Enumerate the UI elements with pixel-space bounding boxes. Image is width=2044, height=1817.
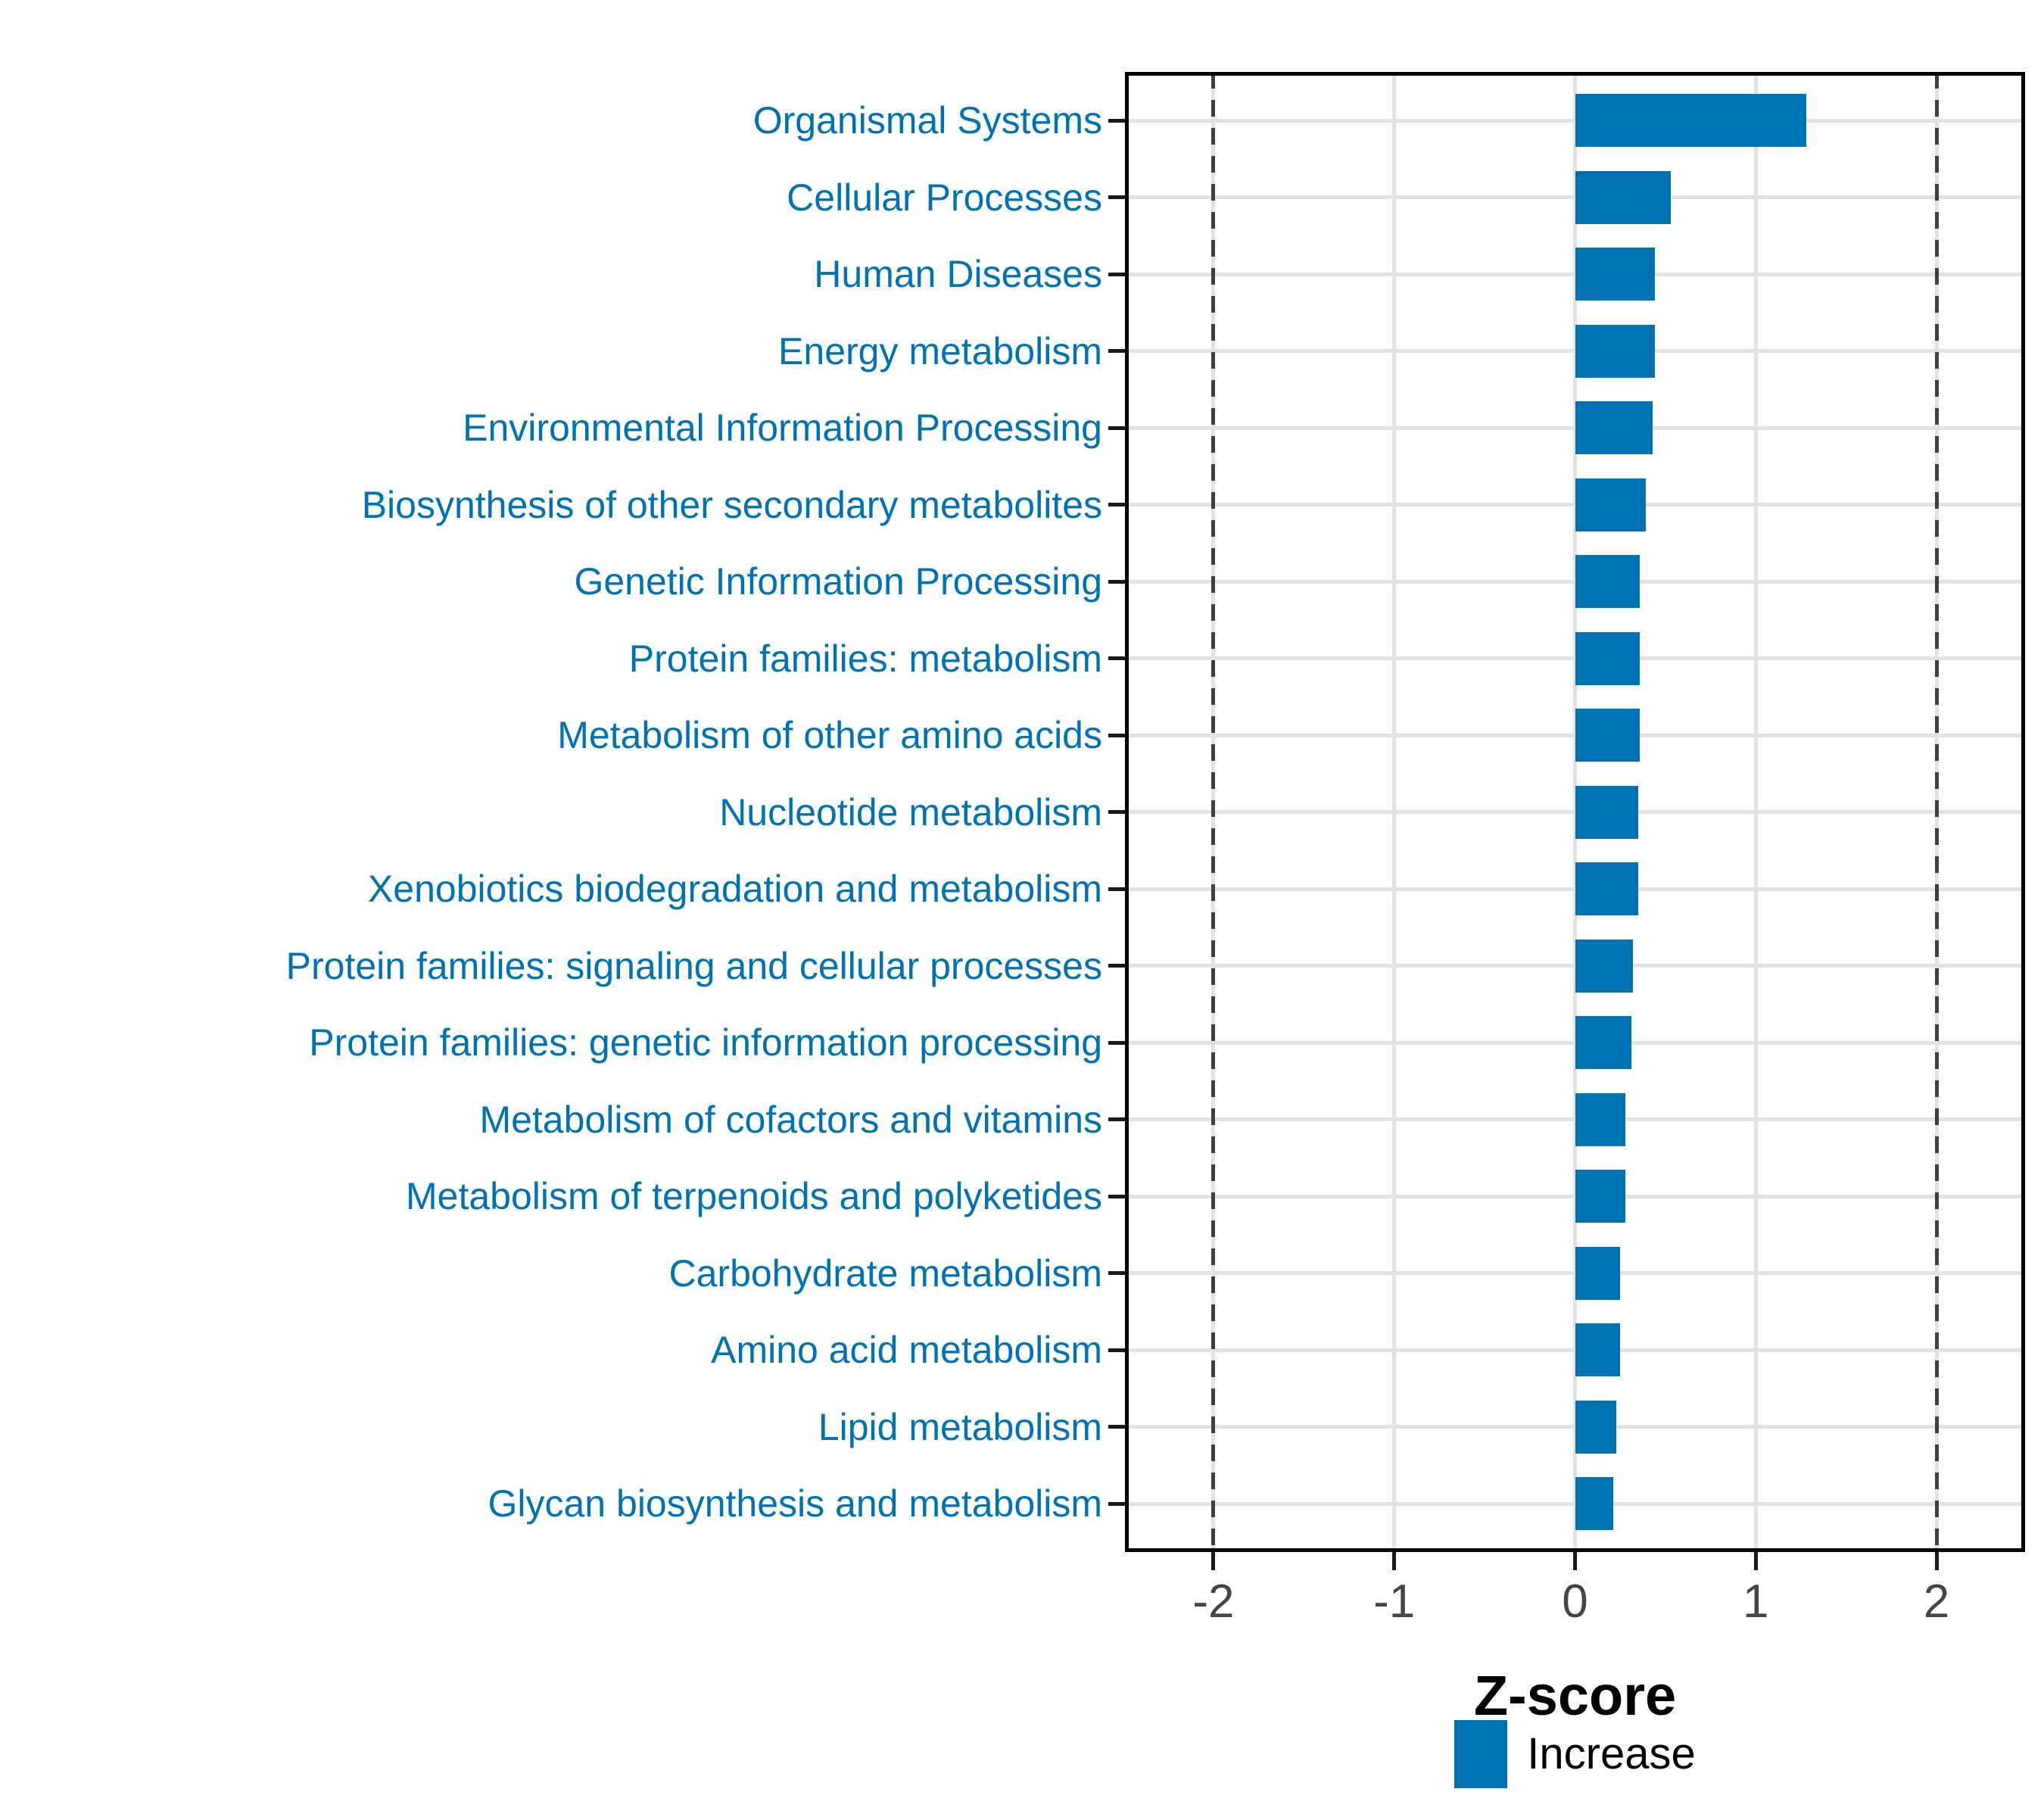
y-axis-tick xyxy=(1108,887,1125,891)
vertical-gridline xyxy=(1753,72,1758,1552)
y-axis-label: Environmental Information Processing xyxy=(463,407,1102,449)
y-axis-tick xyxy=(1108,733,1125,737)
y-axis-label: Nucleotide metabolism xyxy=(719,790,1102,834)
y-axis-tick xyxy=(1108,1425,1125,1429)
y-axis-label: Biosynthesis of other secondary metaboli… xyxy=(361,483,1102,526)
y-axis-label: Metabolism of other amino acids xyxy=(557,714,1102,756)
y-axis-tick xyxy=(1108,1117,1125,1121)
x-axis-tick xyxy=(1753,1552,1758,1570)
bar xyxy=(1575,1477,1613,1530)
bar xyxy=(1575,1170,1626,1223)
x-axis-tick-label: 2 xyxy=(1923,1575,1950,1628)
x-axis-tick-label: 1 xyxy=(1743,1575,1769,1628)
bar xyxy=(1575,478,1646,531)
legend-swatch-increase xyxy=(1454,1720,1508,1788)
y-axis-label: Metabolism of terpenoids and polyketides xyxy=(406,1175,1102,1217)
y-axis-label: Metabolism of cofactors and vitamins xyxy=(479,1098,1102,1141)
bar xyxy=(1575,555,1640,608)
legend-label-increase: Increase xyxy=(1527,1729,1696,1778)
vertical-gridline xyxy=(1392,72,1397,1552)
bar xyxy=(1575,631,1640,685)
bar xyxy=(1575,862,1639,915)
bar xyxy=(1575,939,1633,993)
y-axis-label: Genetic Information Processing xyxy=(574,560,1102,603)
y-axis-label: Xenobiotics biodegradation and metabolis… xyxy=(367,868,1102,910)
y-axis-tick xyxy=(1108,503,1125,506)
x-axis-tick-label: -2 xyxy=(1192,1575,1235,1628)
bar xyxy=(1575,1016,1631,1069)
bar xyxy=(1575,1323,1621,1376)
y-axis-tick xyxy=(1108,1348,1125,1352)
y-axis-label: Glycan biosynthesis and metabolism xyxy=(488,1482,1103,1525)
bar xyxy=(1575,1400,1617,1454)
bar xyxy=(1575,248,1655,301)
y-axis-tick xyxy=(1108,1271,1125,1275)
y-axis-label: Protein families: genetic information pr… xyxy=(309,1021,1102,1064)
y-axis-tick xyxy=(1108,1194,1125,1198)
y-axis-label: Human Diseases xyxy=(814,253,1102,295)
legend: Increase xyxy=(1125,1720,2025,1788)
bar xyxy=(1575,170,1672,224)
x-axis-tick xyxy=(1934,1552,1939,1570)
y-axis-tick xyxy=(1108,1040,1125,1045)
bar xyxy=(1575,709,1640,762)
y-axis-tick xyxy=(1108,1501,1125,1506)
y-axis-label: Lipid metabolism xyxy=(818,1405,1102,1448)
y-axis-tick xyxy=(1108,195,1125,199)
y-axis-tick xyxy=(1108,272,1125,276)
x-axis-tick-label: -1 xyxy=(1373,1575,1416,1628)
y-axis-label: Energy metabolism xyxy=(778,329,1102,372)
y-axis-tick xyxy=(1108,349,1125,353)
x-axis-tick xyxy=(1392,1552,1397,1570)
y-axis-tick xyxy=(1108,425,1125,430)
y-axis-tick xyxy=(1108,964,1125,968)
bar xyxy=(1575,324,1655,378)
reference-line xyxy=(1934,72,1939,1552)
y-axis-label: Protein families: metabolism xyxy=(628,637,1102,680)
bar xyxy=(1575,1092,1626,1146)
y-axis-label: Carbohydrate metabolism xyxy=(668,1251,1103,1295)
y-axis-tick xyxy=(1108,656,1125,660)
x-axis-tick xyxy=(1573,1552,1577,1570)
y-axis-label: Organismal Systems xyxy=(752,99,1102,142)
x-axis-tick xyxy=(1211,1552,1216,1570)
plot-area xyxy=(1125,72,2025,1552)
bar xyxy=(1575,785,1639,839)
bar xyxy=(1575,1246,1621,1300)
reference-line xyxy=(1211,72,1216,1552)
y-axis-tick xyxy=(1108,810,1125,814)
x-axis-title: Z-score xyxy=(1473,1664,1677,1727)
y-axis-tick xyxy=(1108,118,1125,123)
bar xyxy=(1575,94,1807,147)
bar xyxy=(1575,401,1653,454)
y-axis-label: Amino acid metabolism xyxy=(711,1329,1102,1371)
y-axis-label: Protein families: signaling and cellular… xyxy=(285,944,1102,987)
y-axis-tick xyxy=(1108,579,1125,584)
x-axis-tick-label: 0 xyxy=(1562,1575,1588,1628)
y-axis-label: Cellular Processes xyxy=(787,176,1102,219)
